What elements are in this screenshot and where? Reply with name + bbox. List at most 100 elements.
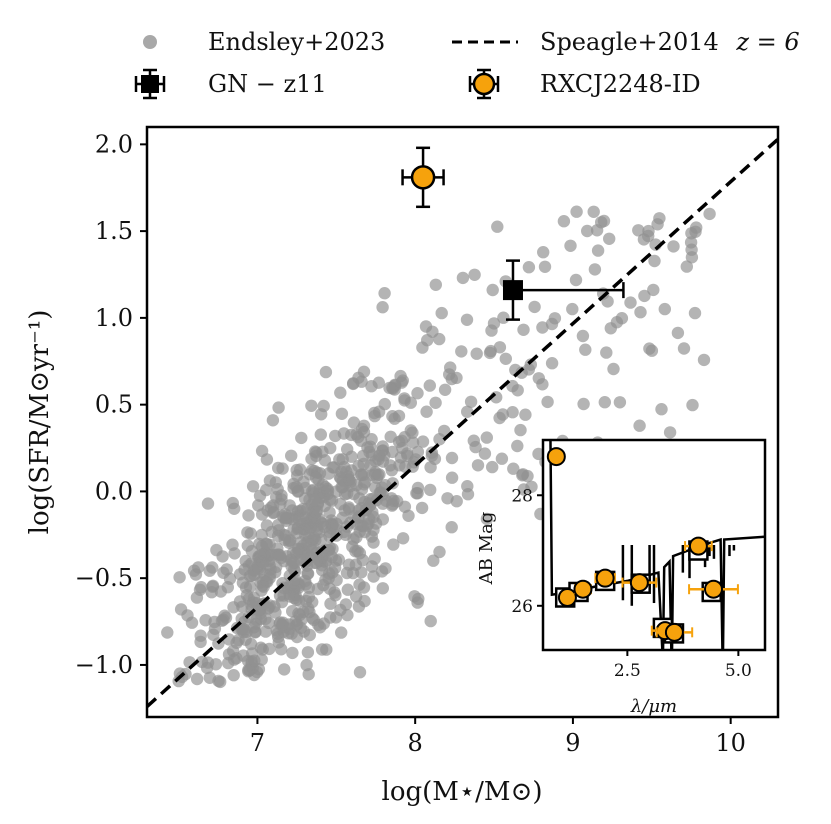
endsley-point — [275, 643, 288, 656]
endsley-point — [688, 306, 702, 320]
endsley-point — [303, 628, 316, 642]
endsley-point — [357, 468, 370, 481]
endsley-point — [270, 490, 283, 504]
endsley-point — [376, 301, 389, 314]
endsley-scatter — [161, 205, 716, 689]
endsley-point — [286, 646, 299, 660]
x-axis-ticks: 7 8 9 10 — [250, 717, 746, 757]
inset-obs-point — [595, 568, 615, 588]
endsley-point — [537, 246, 550, 259]
endsley-point — [686, 398, 699, 412]
endsley-point — [347, 377, 360, 390]
endsley-point — [368, 552, 381, 565]
endsley-point — [173, 571, 186, 584]
endsley-point — [455, 345, 468, 358]
endsley-point — [499, 352, 512, 365]
endsley-point — [356, 449, 370, 463]
endsley-point — [270, 560, 283, 574]
endsley-point — [507, 462, 520, 475]
endsley-point — [591, 244, 605, 257]
endsley-point — [201, 497, 215, 510]
endsley-point — [424, 614, 437, 628]
endsley-point — [259, 625, 272, 638]
endsley-point — [187, 564, 201, 577]
inset-obs-point — [688, 536, 708, 556]
endsley-point — [236, 600, 249, 613]
endsley-point — [283, 499, 296, 512]
endsley-point — [677, 342, 691, 355]
endsley-point — [545, 357, 559, 370]
endsley-point — [663, 426, 677, 439]
endsley-point — [469, 440, 482, 454]
endsley-point — [357, 425, 371, 439]
endsley-point — [278, 533, 291, 546]
endsley-point — [603, 232, 616, 245]
endsley-point — [256, 643, 269, 656]
endsley-point — [347, 416, 361, 429]
endsley-point — [579, 343, 592, 356]
endsley-point — [486, 283, 499, 297]
endsley-point — [357, 581, 371, 594]
endsley-point — [330, 517, 343, 530]
endsley-point — [541, 395, 554, 409]
endsley-point — [275, 618, 289, 631]
endsley-point — [286, 556, 300, 569]
main-plot-frame — [145, 125, 780, 719]
endsley-point — [569, 273, 583, 287]
endsley-point — [471, 459, 485, 472]
endsley-point — [615, 312, 629, 325]
endsley-point — [295, 431, 308, 445]
endsley-point — [272, 524, 285, 537]
endsley-point — [302, 602, 315, 615]
endsley-point — [517, 323, 530, 336]
endsley-point — [285, 449, 298, 462]
endsley-point — [642, 229, 655, 243]
endsley-point — [210, 543, 223, 557]
inset-y-tick-label: 26 — [511, 597, 533, 617]
endsley-point — [309, 506, 323, 519]
endsley-point — [429, 278, 442, 291]
endsley-point — [576, 329, 590, 343]
inset-obs-point — [546, 447, 566, 467]
endsley-point — [263, 474, 277, 487]
endsley-point — [173, 667, 187, 680]
x-tick-label: 8 — [408, 729, 423, 757]
endsley-point — [195, 581, 208, 594]
endsley-point — [445, 471, 459, 484]
highlight-points — [401, 146, 625, 321]
endsley-point — [444, 361, 457, 374]
endsley-point — [313, 621, 327, 634]
endsley-point — [420, 405, 433, 418]
endsley-point — [536, 321, 549, 334]
endsley-point — [485, 324, 498, 337]
endsley-point — [461, 405, 474, 418]
endsley-point — [525, 480, 538, 493]
endsley-point — [378, 287, 391, 300]
endsley-point — [205, 586, 218, 599]
y-axis-label: log(SFR/M⊙yr⁻¹) — [25, 310, 55, 535]
endsley-point — [486, 460, 499, 474]
endsley-point — [633, 419, 646, 432]
endsley-point — [564, 239, 577, 252]
endsley-point — [545, 317, 559, 331]
endsley-point — [658, 302, 671, 316]
endsley-point — [398, 392, 411, 405]
endsley-point — [341, 583, 354, 596]
endsley-point — [632, 224, 645, 237]
endsley-point — [306, 612, 319, 625]
endsley-point — [613, 396, 627, 409]
endsley-point — [219, 611, 233, 624]
endsley-point — [257, 580, 270, 593]
endsley-point — [703, 207, 716, 221]
endsley-point — [194, 629, 207, 642]
inset-x-ticks: 2.5 5.0 — [614, 650, 752, 681]
speagle-line — [147, 137, 778, 708]
endsley-point — [406, 426, 419, 439]
endsley-point — [435, 306, 448, 320]
endsley-point — [697, 353, 711, 367]
endsley-point — [255, 508, 269, 521]
endsley-point — [412, 592, 425, 606]
endsley-point — [581, 224, 594, 238]
endsley-point — [601, 295, 614, 308]
endsley-point — [375, 565, 389, 578]
